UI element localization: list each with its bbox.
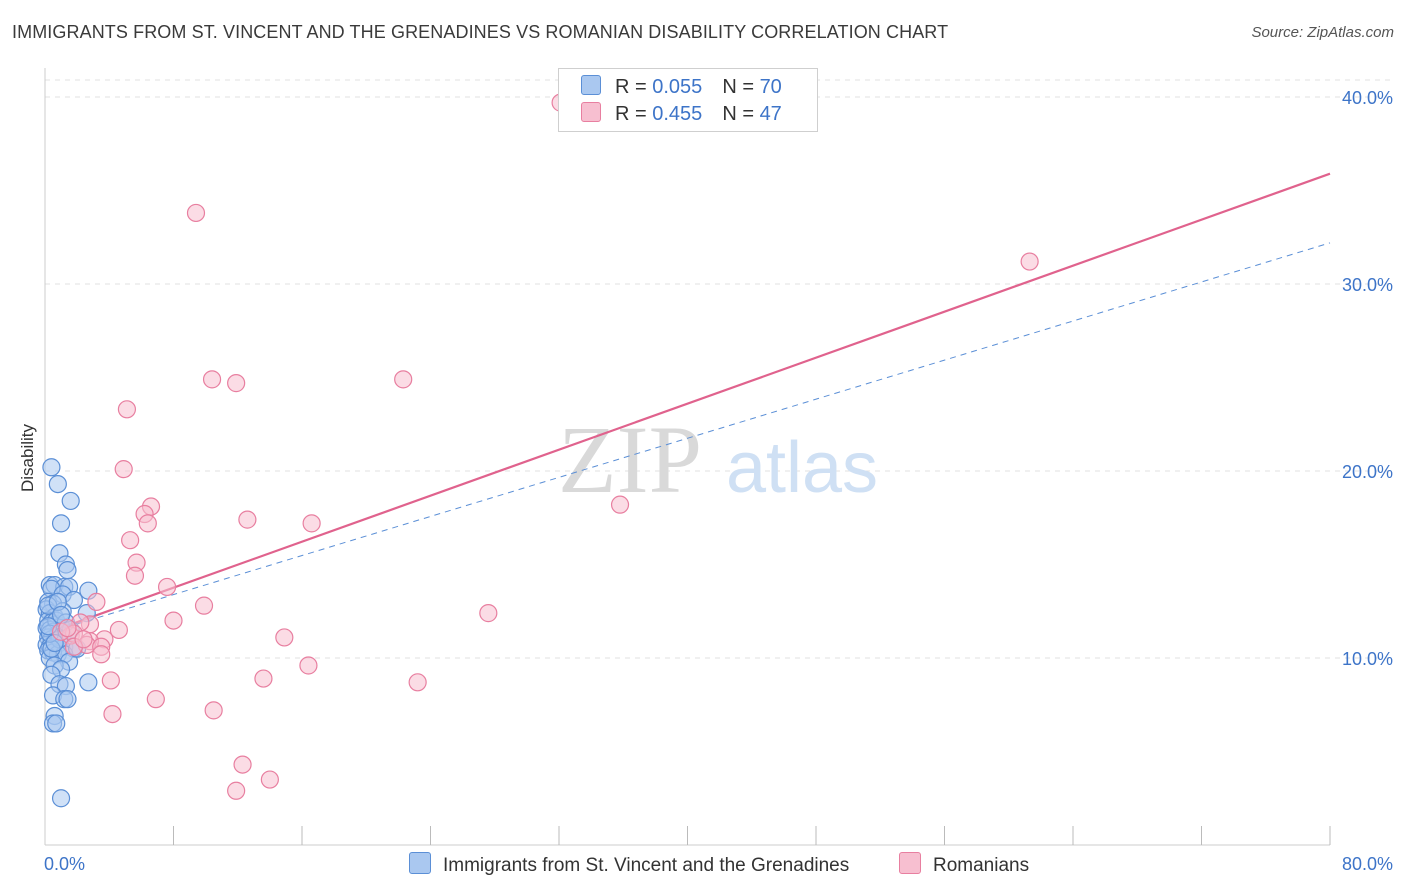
bottom-legend-label-pink: Romanians [933, 855, 1030, 876]
point-blue [48, 474, 67, 494]
legend-r-label: R = [615, 103, 653, 125]
point-pink [227, 374, 246, 393]
point-pink [227, 781, 246, 800]
watermark: ZIP atlas [558, 406, 878, 513]
point-pink [186, 203, 206, 223]
point-blue [58, 690, 77, 709]
chart-title: IMMIGRANTS FROM ST. VINCENT AND THE GREN… [12, 22, 949, 42]
y-tick-label: 40.0% [1342, 88, 1393, 108]
y-tick-label: 20.0% [1342, 462, 1393, 482]
point-blue [61, 491, 80, 511]
point-pink [610, 495, 630, 514]
watermark-atlas: atlas [726, 428, 878, 508]
point-pink [194, 596, 214, 615]
legend-n-label: N = [722, 76, 760, 98]
point-pink [238, 510, 257, 529]
point-pink [114, 460, 133, 479]
point-pink [394, 370, 413, 389]
series-blue-points [37, 458, 98, 808]
point-pink [204, 701, 223, 720]
legend-swatch-blue [581, 75, 601, 95]
point-blue [51, 514, 71, 533]
bottom-legend-item-pink: Romanians [899, 852, 1029, 877]
legend-n-value: 70 [759, 76, 782, 98]
point-pink [103, 704, 122, 724]
axes [44, 68, 1331, 846]
bottom-legend-swatch-pink [899, 852, 921, 874]
point-pink [146, 690, 165, 709]
legend-n-value: 47 [759, 103, 782, 125]
point-pink [109, 620, 128, 640]
point-pink [299, 656, 318, 675]
point-pink [92, 645, 111, 664]
point-pink [74, 630, 93, 649]
legend-r-value: 0.455 [652, 103, 703, 125]
x-tick-label-min: 0.0% [44, 854, 85, 874]
point-pink [233, 755, 252, 774]
point-blue [42, 458, 61, 477]
x-tick-label-max: 80.0% [1342, 854, 1393, 874]
legend-row-pink: R = 0.455 N = 47 [581, 102, 782, 126]
trend-line-blue [44, 242, 1331, 635]
point-pink [164, 611, 183, 630]
watermark-zip: ZIP [558, 406, 702, 513]
y-tick-label: 10.0% [1342, 649, 1393, 669]
bottom-legend-swatch-blue [409, 852, 431, 874]
bottom-legend-label-blue: Immigrants from St. Vincent and the Gren… [443, 855, 850, 876]
point-pink [117, 400, 137, 419]
grid-lines [45, 79, 1392, 659]
point-blue [58, 561, 77, 580]
point-pink [408, 673, 427, 692]
point-pink [479, 604, 498, 623]
y-tick-label: 30.0% [1342, 275, 1393, 295]
point-pink [260, 770, 279, 789]
bottom-legend-item-blue: Immigrants from St. Vincent and the Gren… [409, 852, 849, 877]
trend-lines [44, 172, 1331, 635]
legend-swatch-pink [581, 102, 601, 122]
point-pink [121, 531, 140, 550]
tick-labels: 10.0% 20.0% 30.0% 40.0% 0.0% 80.0% [44, 88, 1393, 874]
point-pink [254, 669, 273, 688]
legend-r-value: 0.055 [652, 76, 703, 98]
legend-r-label: R = [615, 76, 653, 98]
point-pink [125, 566, 145, 585]
legend-row-blue: R = 0.055 N = 70 [581, 75, 782, 99]
point-blue [47, 714, 66, 733]
legend-n-label: N = [722, 103, 760, 125]
point-pink [275, 628, 294, 647]
point-pink [138, 514, 157, 533]
point-pink [101, 671, 120, 690]
point-pink [87, 592, 106, 612]
point-pink [202, 370, 222, 389]
trend-line-pink [44, 172, 1331, 635]
y-axis-label: Disability [18, 423, 37, 492]
point-pink [302, 514, 321, 533]
point-blue [79, 673, 98, 692]
point-blue [51, 789, 71, 808]
point-pink [1020, 252, 1039, 271]
legend-box: R = 0.055 N = 70 R = 0.455 N = 47 [558, 68, 818, 132]
source-label: Source: ZipAtlas.com [1251, 24, 1394, 41]
point-pink [58, 618, 77, 638]
point-pink [157, 577, 177, 597]
series-pink-points [51, 93, 1039, 800]
